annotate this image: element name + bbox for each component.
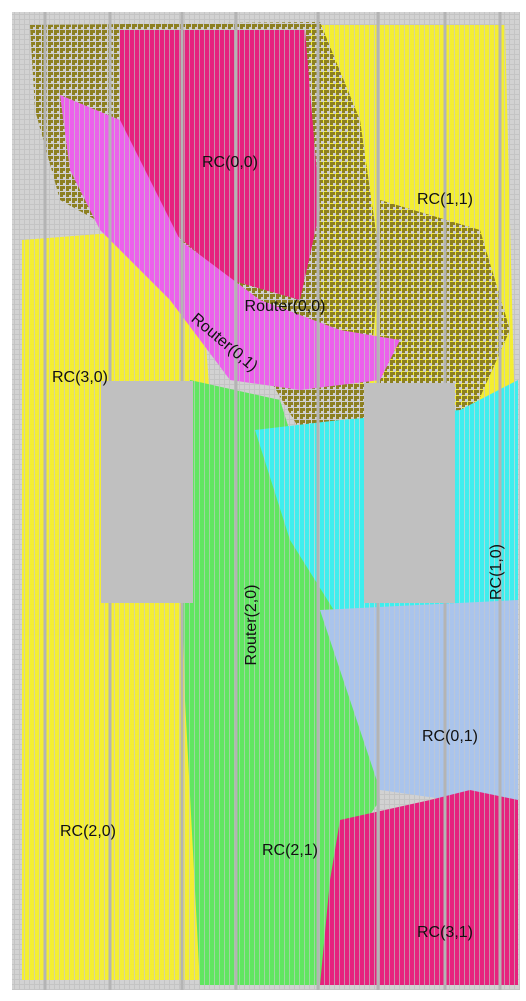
hard-block — [364, 383, 455, 603]
region-label: RC(3,1) — [417, 924, 473, 941]
region-label: RC(0,1) — [422, 728, 478, 745]
region-label: RC(1,0) — [488, 544, 505, 600]
region-pink-bottom — [320, 790, 518, 985]
region-label: RC(2,1) — [262, 842, 318, 859]
region-label: RC(0,0) — [202, 154, 258, 171]
region-label: Router(2,0) — [243, 585, 260, 666]
region-label: RC(1,1) — [417, 191, 473, 208]
placement-view: RC(0,0) RC(1,1) Router(0,0) Router(0,1) … — [0, 0, 526, 1001]
hard-block — [101, 381, 193, 603]
region-label: Router(0,0) — [245, 298, 326, 315]
region-label: RC(2,0) — [60, 823, 116, 840]
region-label: RC(3,0) — [52, 369, 108, 386]
